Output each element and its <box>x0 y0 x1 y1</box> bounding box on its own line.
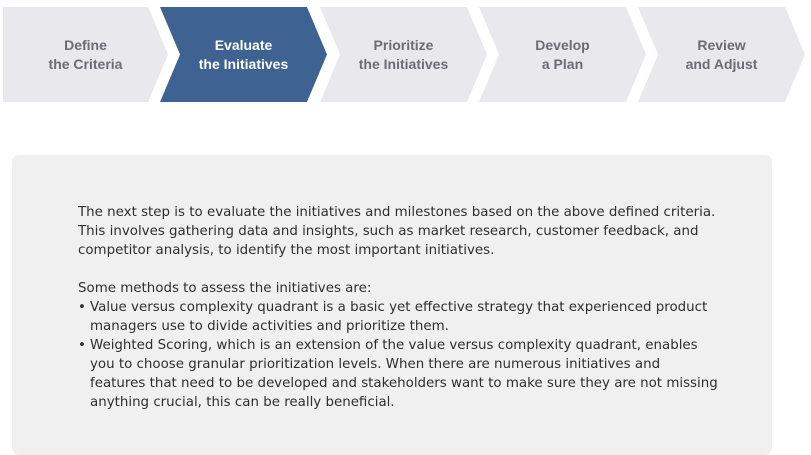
intro-paragraph: The next step is to evaluate the initiat… <box>78 205 716 258</box>
step-label: Review and Adjust <box>685 36 758 72</box>
methods-list: • Value versus complexity quadrant is a … <box>78 298 718 412</box>
methods-heading: Some methods to assess the initiatives a… <box>78 281 372 296</box>
process-stepper: Define the Criteria Evaluate the Initiat… <box>0 0 811 110</box>
step-prioritize-initiatives[interactable]: Prioritize the Initiatives <box>320 7 487 102</box>
step-review-adjust[interactable]: Review and Adjust <box>638 7 805 102</box>
method-text: Weighted Scoring, which is an extension … <box>90 338 718 410</box>
step-label: Develop a Plan <box>535 36 590 72</box>
step-label: Prioritize the Initiatives <box>358 36 449 72</box>
list-item: • Value versus complexity quadrant is a … <box>78 298 718 336</box>
bullet-icon: • <box>78 338 86 353</box>
description-panel: The next step is to evaluate the initiat… <box>12 155 772 455</box>
step-label: Evaluate the Initiatives <box>198 36 289 72</box>
paragraph-spacer <box>78 260 718 279</box>
step-label: Define the Criteria <box>48 36 123 72</box>
method-text: Value versus complexity quadrant is a ba… <box>90 300 708 334</box>
bullet-icon: • <box>78 300 86 315</box>
list-item: • Weighted Scoring, which is an extensio… <box>78 336 718 412</box>
panel-content: The next step is to evaluate the initiat… <box>78 203 718 412</box>
step-define-criteria[interactable]: Define the Criteria <box>3 7 168 102</box>
step-evaluate-initiatives[interactable]: Evaluate the Initiatives <box>160 7 327 102</box>
step-develop-plan[interactable]: Develop a Plan <box>479 7 646 102</box>
